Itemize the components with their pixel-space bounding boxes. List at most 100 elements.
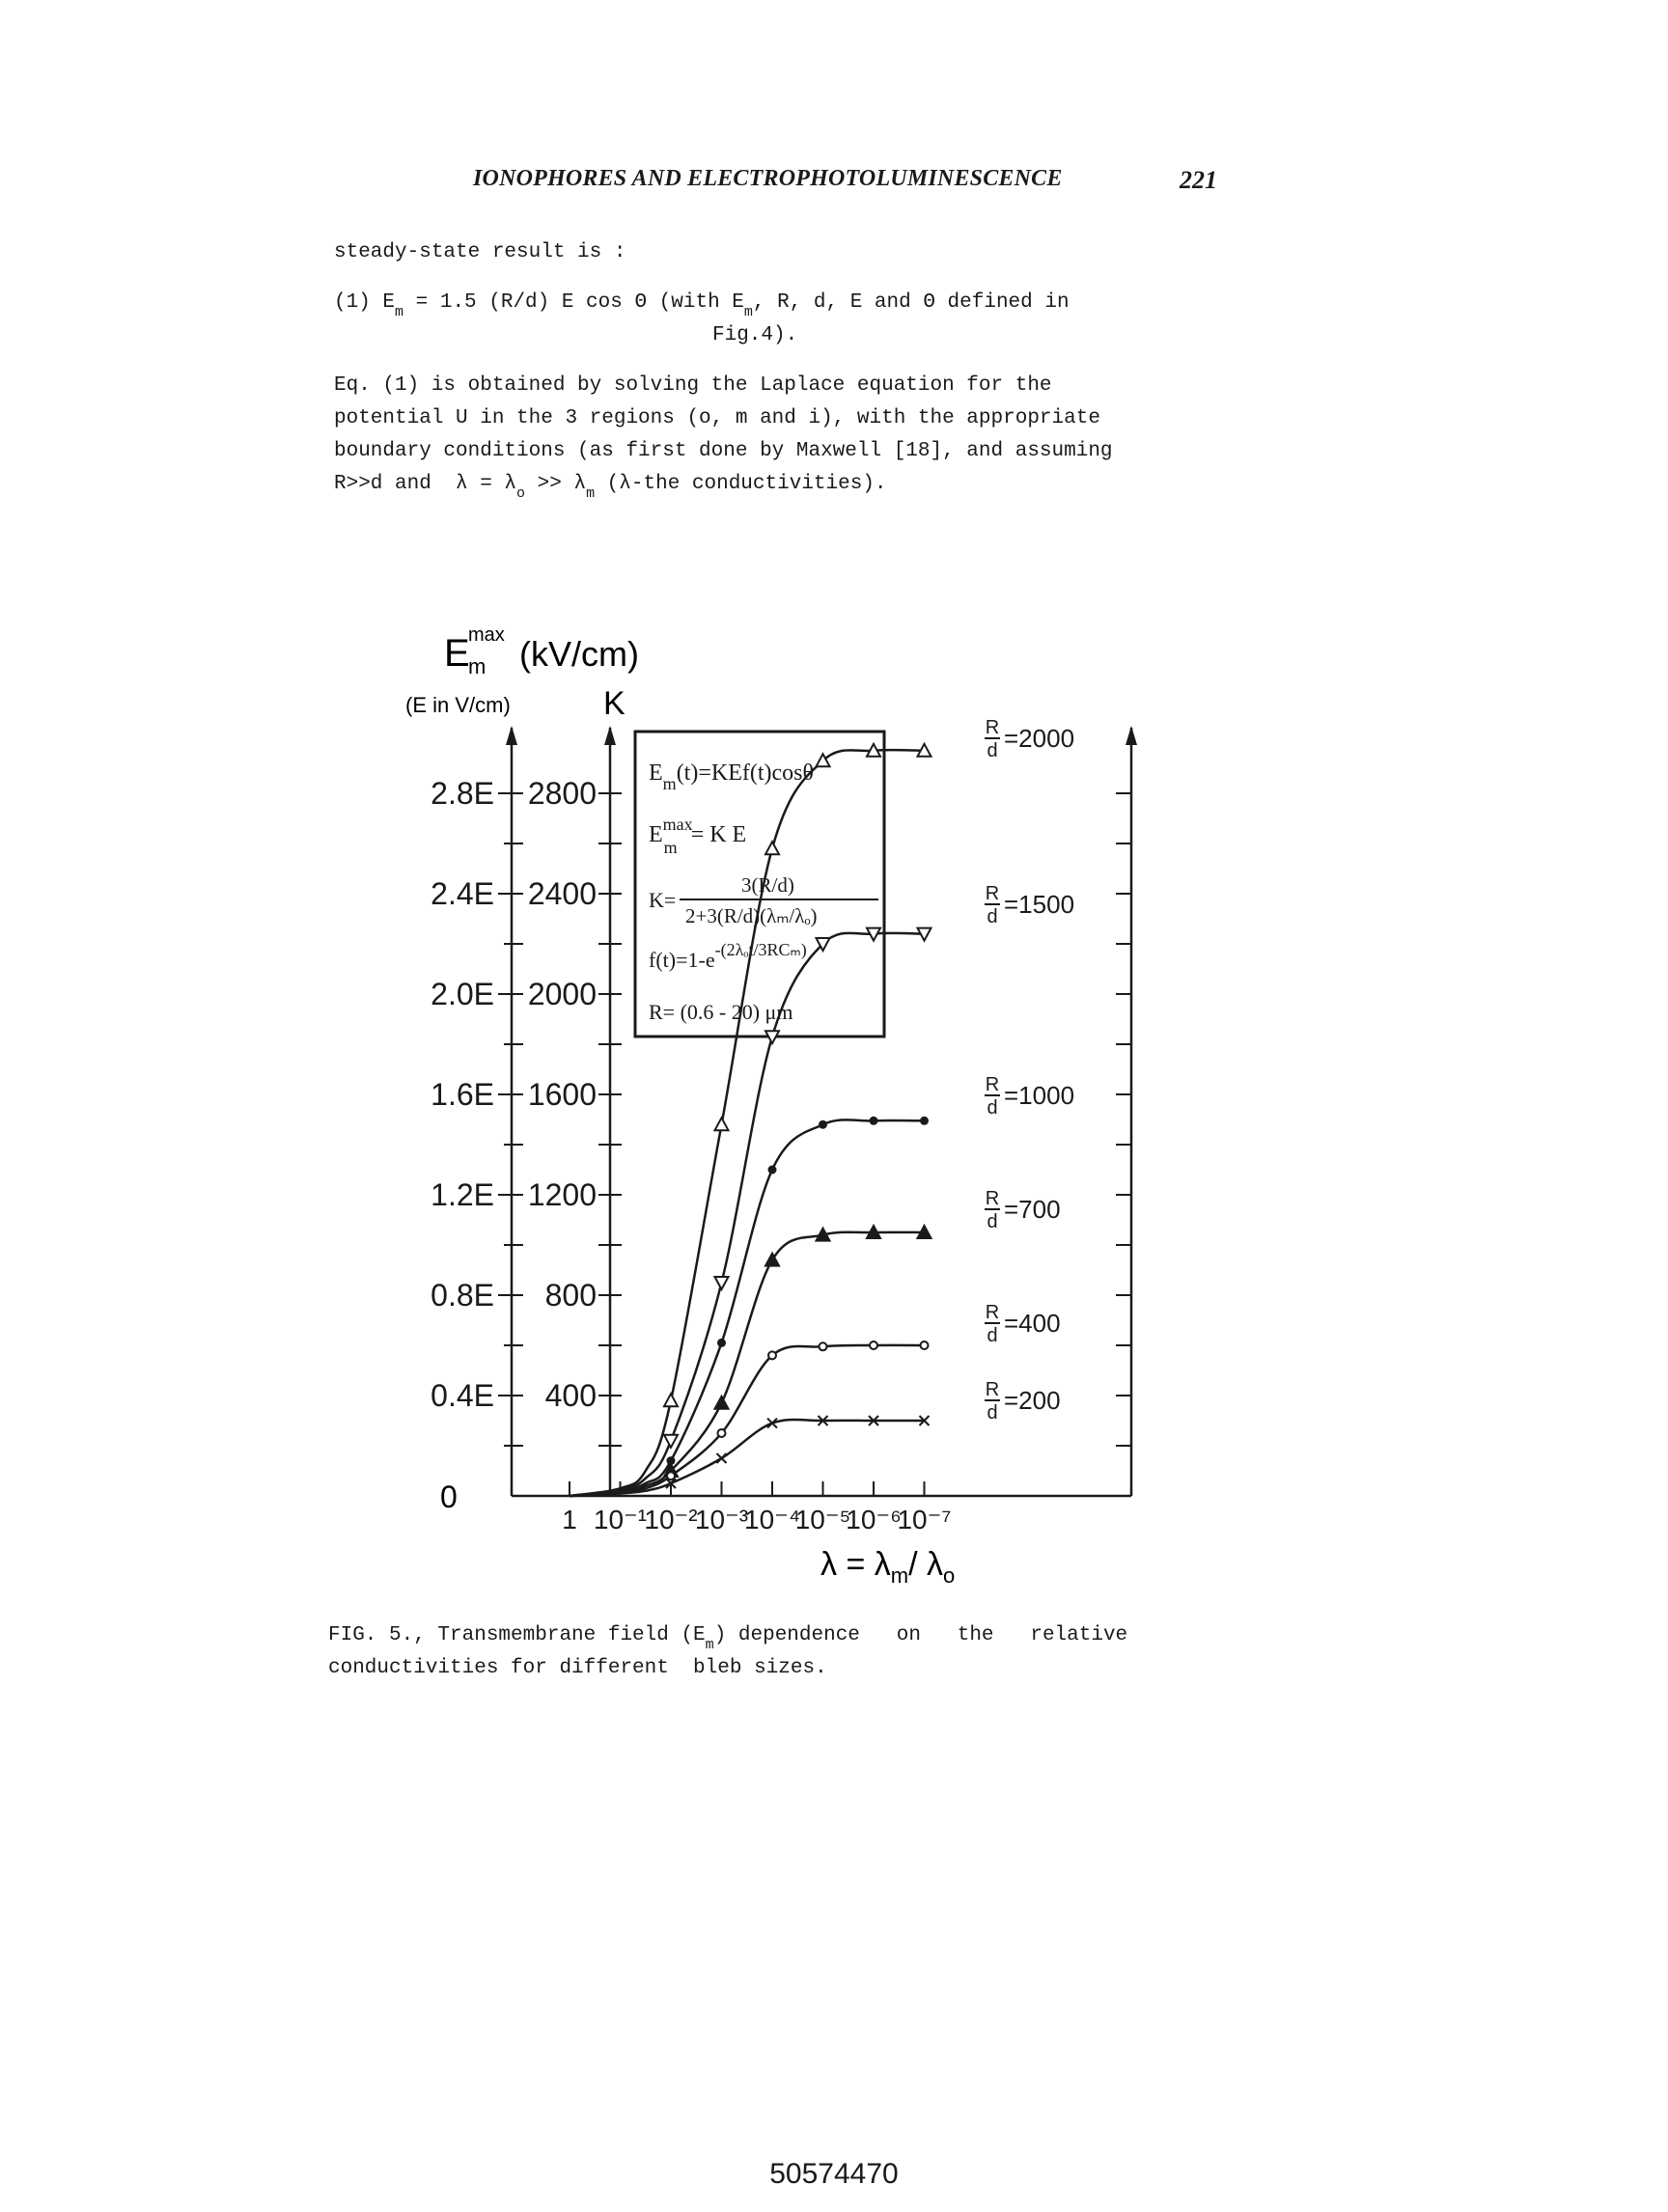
curve-label-d: d: [987, 906, 997, 927]
curve-label-value: =700: [1004, 1195, 1061, 1224]
left-tick-label: 0.4E: [431, 1378, 494, 1413]
running-title: IONOPHORES AND ELECTROPHOTOLUMINESCENCE: [473, 166, 1063, 191]
x-tick-label: 10⁻⁷: [897, 1505, 951, 1535]
data-point: [865, 926, 882, 943]
equation-1: (1) Em = 1.5 (R/d) E cos Θ (with Em, R, …: [334, 291, 1070, 320]
curve-label-d: d: [987, 1211, 997, 1232]
k-axis-arrow: [604, 726, 616, 745]
x-axis-title: λ = λm/ λo: [820, 1546, 955, 1588]
y-title-sup: max: [468, 624, 505, 646]
text-lead: steady-state result is :: [334, 241, 626, 263]
curve-label-value: =200: [1004, 1386, 1061, 1415]
formula-line-1: Em(t)=KEf(t)cosθ: [649, 760, 814, 793]
figure-svg: E max m (kV/cm) (E in V/cm) K 0.4E 400 0.8…: [405, 624, 1137, 1588]
curve-label-d: d: [987, 1325, 997, 1346]
curve-label-r: R: [986, 1379, 999, 1400]
data-point: [767, 1350, 777, 1361]
series-line: [569, 1418, 925, 1498]
y-title-sub: m: [468, 654, 486, 678]
document-code: 50574470: [769, 2158, 899, 2190]
curve-label-r: R: [986, 1074, 999, 1095]
data-point: [766, 1417, 778, 1429]
x-tick-label: 1: [562, 1505, 577, 1535]
eq-rest-b: , R, d, E and Θ defined in: [752, 291, 1070, 314]
k-tick-label: 2400: [528, 876, 597, 911]
data-point: [717, 1338, 726, 1347]
curve-label: Rd =1000: [985, 1074, 1074, 1119]
data-point: [712, 1276, 731, 1292]
page-number: 221: [1180, 166, 1217, 194]
curve-label: Rd =400: [985, 1302, 1061, 1346]
k-tick-label: 1600: [528, 1077, 597, 1112]
curve-label-r: R: [986, 883, 999, 904]
data-point: [665, 1478, 677, 1489]
para-line-3: boundary conditions (as first done by Ma…: [334, 440, 1113, 462]
data-point: [666, 1456, 676, 1466]
curve-label: Rd =200: [985, 1379, 1061, 1424]
data-point: [817, 1415, 829, 1426]
curve-label: Rd =1500: [985, 883, 1074, 927]
axes: [506, 726, 1137, 1498]
series-line: [569, 931, 925, 1498]
k-tick-label: 2800: [528, 776, 597, 811]
data-point: [666, 1471, 676, 1481]
left-tick-label: 2.4E: [431, 876, 494, 911]
x-tick-label: 10⁻⁵: [795, 1505, 851, 1535]
curve-label-r: R: [986, 1302, 999, 1323]
figure-5: E max m (kV/cm) (E in V/cm) K 0.4E 400 0.8…: [367, 618, 1178, 1617]
data-point: [819, 1120, 827, 1129]
origin-label: 0: [440, 1479, 458, 1514]
data-point: [920, 1116, 929, 1125]
left-tick-label: 1.6E: [431, 1077, 494, 1112]
caption-line-2: conductivities for different bleb sizes.: [328, 1657, 827, 1679]
data-point: [814, 752, 832, 768]
left-tick-label: 2.0E: [431, 977, 494, 1011]
curve-label-value: =400: [1004, 1309, 1061, 1338]
data-point: [868, 1415, 879, 1426]
x-tick-label: 10⁻²: [644, 1505, 697, 1535]
y-title-unit: (kV/cm): [519, 634, 639, 674]
curve-label: Rd =2000: [985, 717, 1074, 761]
left-tick-label: 0.8E: [431, 1278, 494, 1313]
equation-1-cont: Fig.4).: [712, 324, 798, 346]
data-point: [764, 1030, 781, 1046]
curve-label-value: =2000: [1004, 724, 1074, 753]
x-tick-label: 10⁻³: [695, 1505, 748, 1535]
data-point: [915, 926, 933, 943]
data-point: [712, 1116, 731, 1132]
markers: [662, 741, 933, 1489]
x-tick-label: 10⁻⁶: [846, 1505, 901, 1535]
left-tick-label: 1.2E: [431, 1177, 494, 1212]
para-line-2: potential U in the 3 regions (o, m and i…: [334, 407, 1100, 429]
para-line-1: Eq. (1) is obtained by solving the Lapla…: [334, 374, 1052, 397]
curve-label-d: d: [987, 1097, 997, 1119]
k-axis-title: K: [603, 685, 626, 722]
formula-box-frame: [633, 730, 886, 1038]
data-point: [767, 1165, 777, 1175]
k-tick-label: 400: [545, 1378, 597, 1413]
curve-label-d: d: [987, 1402, 997, 1424]
formula-line-3-num: 3(R/d): [741, 873, 794, 897]
data-point: [715, 1452, 728, 1464]
formula-line-4: f(t)=1-e-(2λₒt/3RCₘ): [649, 940, 807, 972]
data-point: [764, 1251, 781, 1267]
k-tick-label: 2000: [528, 977, 597, 1011]
data-point: [814, 1226, 832, 1242]
right-axis-arrow: [1126, 726, 1137, 745]
formula-line-2: Emax m = K E: [649, 815, 746, 857]
data-point: [915, 1223, 933, 1239]
curve-label-r: R: [986, 717, 999, 738]
formula-box: Em(t)=KEf(t)cosθ Emax m = K E K= 3(R/d) 2+…: [633, 730, 886, 1038]
eq-rest-a: = 1.5 (R/d) E cos Θ (with E: [403, 291, 744, 314]
x-tick-label: 10⁻⁴: [744, 1505, 800, 1535]
curve-label-r: R: [986, 1188, 999, 1209]
series-line: [569, 1230, 925, 1498]
curve-label: Rd =700: [985, 1188, 1061, 1232]
data-point: [764, 840, 781, 856]
data-point: [814, 937, 832, 954]
formula-line-5: R= (0.6 - 20) μm: [649, 1000, 792, 1024]
data-point: [865, 1223, 882, 1239]
data-point: [869, 1341, 878, 1350]
data-point: [869, 1116, 878, 1125]
curve-label-value: =1000: [1004, 1081, 1074, 1110]
